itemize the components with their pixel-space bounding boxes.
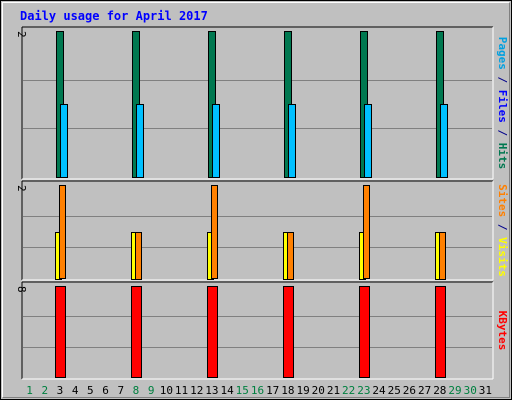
legend-part: Files: [496, 90, 509, 123]
bar-pages-day-28: [440, 104, 448, 178]
legend-part: Visits: [496, 237, 509, 277]
bar-sites-day-18: [287, 232, 294, 280]
bar-pages-day-8: [136, 104, 144, 178]
bar-kbytes-day-28: [435, 286, 446, 378]
x-tick-label: 8: [133, 384, 140, 397]
bar-sites-day-8: [135, 232, 142, 280]
bar-pages-day-13: [212, 104, 220, 178]
panel-top: 2 Pages / Files / Hits: [15, 26, 509, 180]
x-tick-label: 6: [102, 384, 109, 397]
x-tick-label: 1: [26, 384, 33, 397]
x-tick-label: 3: [57, 384, 64, 397]
bar-kbytes-day-3: [55, 286, 66, 378]
x-tick-label: 27: [418, 384, 431, 397]
x-tick-label: 21: [327, 384, 340, 397]
bar-kbytes-day-23: [359, 286, 370, 378]
legend-part: Sites: [496, 184, 509, 217]
bar-kbytes-day-18: [283, 286, 294, 378]
bar-pages-day-23: [364, 104, 372, 178]
x-tick-label: 4: [72, 384, 79, 397]
chart-panels: 2 Pages / Files / Hits 2 Sites / Visits 8 KBy…: [15, 26, 509, 380]
x-tick-label: 11: [175, 384, 188, 397]
x-tick-label: 5: [87, 384, 94, 397]
x-tick-label: 2: [41, 384, 48, 397]
chart-title: Daily usage for April 2017: [20, 9, 208, 23]
series-legend-label: Pages / Files / Hits: [496, 37, 509, 170]
x-tick-label: 9: [148, 384, 155, 397]
series-legend-label: KBytes: [496, 311, 509, 351]
y-max-label: 8: [15, 286, 28, 293]
legend-part: /: [496, 217, 509, 237]
bar-pages-day-3: [60, 104, 68, 178]
legend-part: Pages: [496, 37, 509, 70]
legend-part: /: [496, 123, 509, 143]
series-legend-label: Sites / Visits: [496, 184, 509, 277]
x-tick-label: 31: [479, 384, 492, 397]
x-tick-label: 28: [433, 384, 446, 397]
panel-middle: 2 Sites / Visits: [15, 180, 509, 281]
bar-sites-day-3: [59, 185, 66, 279]
bar-sites-day-28: [439, 232, 446, 280]
bar-sites-day-23: [363, 185, 370, 279]
x-tick-label: 10: [160, 384, 173, 397]
chart-frame-bevel: [2, 2, 510, 398]
x-tick-label: 14: [220, 384, 234, 397]
y-max-label: 2: [15, 185, 28, 192]
x-tick-label: 25: [388, 384, 401, 397]
x-axis-labels: 1 2 3 4 5 6 7 8 9 10 11 12 13 14 15 16 17 18 19 20 21 22 23 24 2…: [26, 384, 492, 397]
x-tick-label: 18: [281, 384, 294, 397]
bar-kbytes-day-13: [207, 286, 218, 378]
x-tick-label: 20: [312, 384, 325, 397]
x-tick-label: 15: [236, 384, 249, 397]
bar-pages-day-18: [288, 104, 296, 178]
x-tick-label: 19: [296, 384, 309, 397]
legend-part: KBytes: [496, 311, 509, 351]
x-tick-label: 7: [117, 384, 124, 397]
legend-part: /: [496, 70, 509, 90]
x-tick-label: 16: [251, 384, 264, 397]
bar-sites-day-13: [211, 185, 218, 279]
x-tick-label: 29: [448, 384, 461, 397]
legend-part: Hits: [496, 143, 509, 170]
x-tick-label: 23: [357, 384, 370, 397]
x-tick-label: 30: [464, 384, 477, 397]
x-tick-label: 13: [205, 384, 218, 397]
x-tick-label: 17: [266, 384, 279, 397]
bar-kbytes-day-8: [131, 286, 142, 378]
panel-bottom: 8 KBytes: [15, 281, 509, 380]
x-tick-label: 24: [372, 384, 386, 397]
x-tick-label: 22: [342, 384, 355, 397]
x-tick-label: 12: [190, 384, 203, 397]
x-tick-label: 26: [403, 384, 416, 397]
y-max-label: 2: [15, 31, 28, 38]
